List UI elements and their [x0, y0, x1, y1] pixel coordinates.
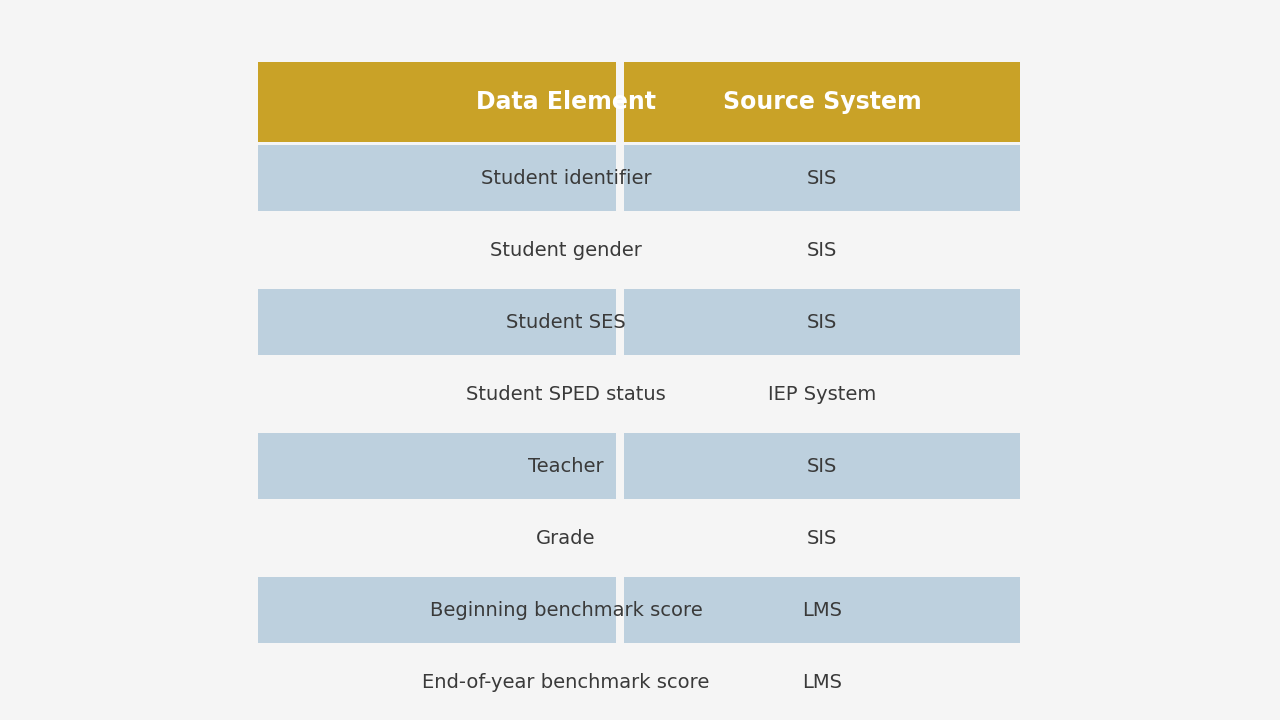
Text: Source System: Source System	[723, 90, 922, 114]
Text: Beginning benchmark score: Beginning benchmark score	[430, 600, 703, 619]
Bar	[259, 62, 616, 142]
Text: Grade: Grade	[536, 528, 595, 547]
Text: Teacher: Teacher	[529, 456, 604, 475]
Text: SIS: SIS	[806, 240, 837, 259]
Bar	[259, 289, 616, 355]
Bar	[625, 433, 1020, 499]
Text: SIS: SIS	[806, 168, 837, 187]
Bar	[259, 433, 616, 499]
Text: SIS: SIS	[806, 312, 837, 331]
Text: Student identifier: Student identifier	[481, 168, 652, 187]
Text: LMS: LMS	[803, 600, 842, 619]
Bar	[625, 145, 1020, 211]
Bar	[625, 62, 1020, 142]
Text: Student SPED status: Student SPED status	[466, 384, 666, 403]
Bar	[625, 577, 1020, 643]
Text: SIS: SIS	[806, 456, 837, 475]
Text: Student SES: Student SES	[506, 312, 626, 331]
Text: Student gender: Student gender	[490, 240, 643, 259]
Text: SIS: SIS	[806, 528, 837, 547]
Bar	[625, 289, 1020, 355]
Text: LMS: LMS	[803, 672, 842, 691]
Bar	[259, 577, 616, 643]
Text: End-of-year benchmark score: End-of-year benchmark score	[422, 672, 709, 691]
Bar	[259, 145, 616, 211]
Text: IEP System: IEP System	[768, 384, 876, 403]
Text: Data Element: Data Element	[476, 90, 657, 114]
